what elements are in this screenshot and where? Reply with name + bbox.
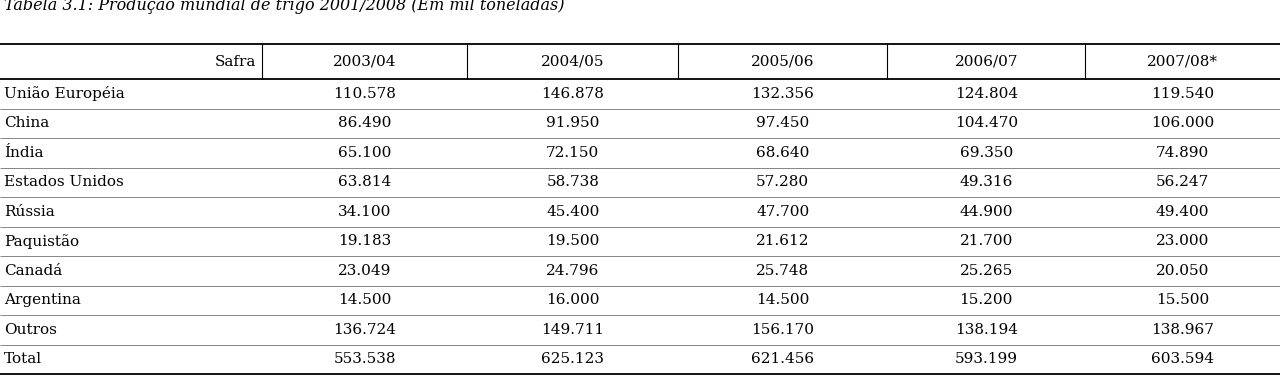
- Text: 106.000: 106.000: [1151, 116, 1215, 130]
- Text: 58.738: 58.738: [547, 175, 599, 189]
- Text: 110.578: 110.578: [333, 87, 397, 101]
- Text: 86.490: 86.490: [338, 116, 392, 130]
- Text: 603.594: 603.594: [1151, 352, 1215, 366]
- Text: 21.700: 21.700: [960, 234, 1012, 248]
- Text: 15.500: 15.500: [1156, 293, 1210, 307]
- Text: Paquistão: Paquistão: [4, 234, 79, 249]
- Text: 2004/05: 2004/05: [541, 55, 604, 68]
- Text: 136.724: 136.724: [333, 323, 397, 337]
- Text: 25.748: 25.748: [756, 264, 809, 278]
- Text: 132.356: 132.356: [751, 87, 814, 101]
- Text: 63.814: 63.814: [338, 175, 392, 189]
- Text: 97.450: 97.450: [756, 116, 809, 130]
- Text: 57.280: 57.280: [756, 175, 809, 189]
- Text: 146.878: 146.878: [541, 87, 604, 101]
- Text: China: China: [4, 116, 49, 130]
- Text: 65.100: 65.100: [338, 146, 392, 160]
- Text: 56.247: 56.247: [1156, 175, 1210, 189]
- Text: 2003/04: 2003/04: [333, 55, 397, 68]
- Text: 49.400: 49.400: [1156, 205, 1210, 219]
- Text: 20.050: 20.050: [1156, 264, 1210, 278]
- Text: 124.804: 124.804: [955, 87, 1018, 101]
- Text: 593.199: 593.199: [955, 352, 1018, 366]
- Text: Outros: Outros: [4, 323, 56, 337]
- Text: 2006/07: 2006/07: [955, 55, 1018, 68]
- Text: 25.265: 25.265: [960, 264, 1012, 278]
- Text: União Européia: União Européia: [4, 86, 124, 101]
- Text: 69.350: 69.350: [960, 146, 1012, 160]
- Text: Safra: Safra: [215, 55, 256, 68]
- Text: Estados Unidos: Estados Unidos: [4, 175, 124, 189]
- Text: 625.123: 625.123: [541, 352, 604, 366]
- Text: Tabela 3.1: Produção mundial de trigo 2001/2008 (Em mil toneladas): Tabela 3.1: Produção mundial de trigo 20…: [4, 0, 564, 14]
- Text: 553.538: 553.538: [334, 352, 396, 366]
- Text: 621.456: 621.456: [751, 352, 814, 366]
- Text: 104.470: 104.470: [955, 116, 1018, 130]
- Text: 14.500: 14.500: [756, 293, 809, 307]
- Text: 138.967: 138.967: [1151, 323, 1215, 337]
- Text: Índia: Índia: [4, 146, 44, 160]
- Text: 68.640: 68.640: [756, 146, 809, 160]
- Text: Argentina: Argentina: [4, 293, 81, 307]
- Text: 15.200: 15.200: [960, 293, 1012, 307]
- Text: Rússia: Rússia: [4, 205, 55, 219]
- Text: 24.796: 24.796: [547, 264, 599, 278]
- Text: 14.500: 14.500: [338, 293, 392, 307]
- Text: 19.500: 19.500: [547, 234, 599, 248]
- Text: 16.000: 16.000: [547, 293, 599, 307]
- Text: 2005/06: 2005/06: [751, 55, 814, 68]
- Text: 47.700: 47.700: [756, 205, 809, 219]
- Text: 49.316: 49.316: [960, 175, 1012, 189]
- Text: 149.711: 149.711: [541, 323, 604, 337]
- Text: 45.400: 45.400: [547, 205, 599, 219]
- Text: 23.049: 23.049: [338, 264, 392, 278]
- Text: 19.183: 19.183: [338, 234, 392, 248]
- Text: 34.100: 34.100: [338, 205, 392, 219]
- Text: 119.540: 119.540: [1151, 87, 1215, 101]
- Text: 21.612: 21.612: [756, 234, 809, 248]
- Text: 23.000: 23.000: [1156, 234, 1210, 248]
- Text: Total: Total: [4, 352, 42, 366]
- Text: 156.170: 156.170: [751, 323, 814, 337]
- Text: Canadá: Canadá: [4, 264, 63, 278]
- Text: 91.950: 91.950: [547, 116, 599, 130]
- Text: 72.150: 72.150: [547, 146, 599, 160]
- Text: 138.194: 138.194: [955, 323, 1018, 337]
- Text: 2007/08*: 2007/08*: [1147, 55, 1219, 68]
- Text: 74.890: 74.890: [1156, 146, 1210, 160]
- Text: 44.900: 44.900: [960, 205, 1012, 219]
